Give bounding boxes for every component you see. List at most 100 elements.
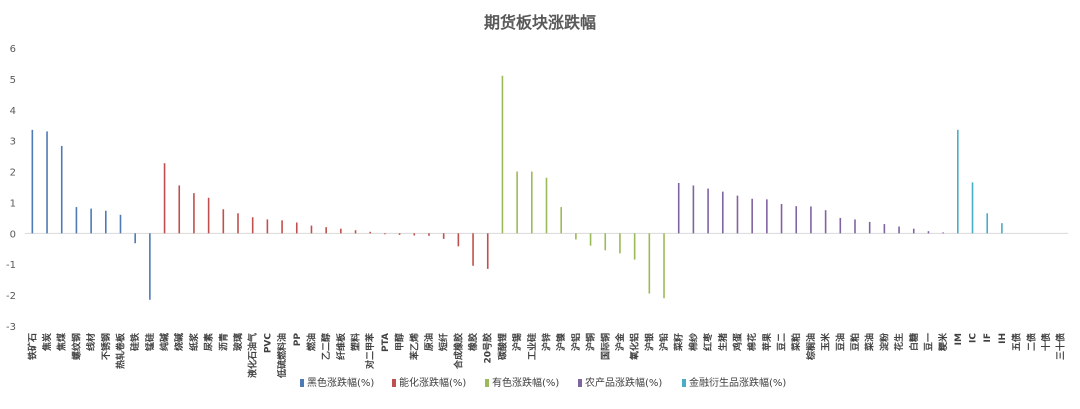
x-tick-label: IM — [954, 333, 964, 345]
bar-锰硅 — [149, 233, 151, 300]
x-tick-label: 锰硅 — [144, 333, 156, 351]
x-tick-label: 沪镍 — [555, 333, 567, 351]
bar-铁矿石 — [31, 129, 34, 234]
x-tick-label: 棕榈油 — [805, 333, 817, 361]
x-tick-label: 工业硅 — [526, 333, 538, 360]
y-tick-label: -2 — [6, 291, 16, 302]
bar-塑料 — [354, 230, 357, 234]
x-tick-label: 白糖 — [908, 333, 920, 351]
bar-焦炭 — [46, 131, 48, 234]
x-tick-label: PTA — [381, 333, 391, 352]
x-tick-label: 沪铅 — [658, 333, 670, 351]
legend-item: 能化涨跌幅(%) — [392, 376, 466, 389]
y-tick-label: 4 — [10, 106, 16, 117]
x-tick-label: 生猪 — [717, 333, 729, 351]
x-axis-labels: 铁矿石 焦炭 焦煤 螺纹钢 线材 不锈钢 热轧卷板 硅铁 锰硅 纯碱 烧碱 纸浆 尿素 沥青 玻璃 液化石油气… — [26, 332, 1066, 379]
x-tick-label: 纯碱 — [159, 333, 171, 351]
bar-IM — [957, 129, 959, 234]
x-tick-label: 棉纱 — [687, 333, 699, 351]
bar-橡胶 — [472, 233, 474, 266]
x-tick-label: 低硫燃料油 — [276, 333, 288, 379]
bar-玉米 — [824, 210, 827, 234]
y-tick-label: -3 — [6, 322, 16, 333]
bar-原油 — [428, 233, 430, 236]
legend-item: 黑色涨跌幅(%) — [300, 376, 374, 389]
bar-豆粕 — [854, 219, 856, 234]
x-tick-label: IH — [998, 333, 1008, 344]
bar-硅铁 — [134, 233, 136, 244]
legend-label: 农产品涨跌幅(%) — [585, 376, 662, 389]
bar-沪银 — [648, 233, 651, 294]
bar-苹果 — [766, 199, 768, 234]
legend-swatch — [392, 379, 396, 387]
x-tick-label: 燃油 — [305, 333, 317, 351]
x-tick-label: 沪锌 — [541, 333, 553, 351]
x-tick-label: 花生 — [893, 333, 905, 351]
legend-item: 农产品涨跌幅(%) — [578, 376, 662, 389]
x-tick-label: 三十债 — [1055, 333, 1067, 360]
x-tick-label: 十债 — [1040, 333, 1052, 351]
x-tick-label: 苯乙烯 — [408, 333, 420, 361]
x-tick-label: 沪锡 — [511, 333, 523, 351]
x-tick-label: 沪铝 — [570, 333, 582, 351]
x-tick-label: 塑料 — [350, 333, 362, 351]
bar-红枣 — [707, 188, 709, 234]
bar-螺纹钢 — [75, 207, 78, 234]
bar-IC — [971, 182, 974, 234]
legend-swatch — [578, 379, 582, 387]
bar-PTA — [384, 233, 386, 235]
legend-label: 能化涨跌幅(%) — [399, 376, 466, 389]
x-tick-label: 二债 — [1025, 333, 1037, 351]
x-tick-label: 菜油 — [864, 333, 876, 352]
x-tick-label: 苹果 — [761, 332, 773, 351]
bar-IH — [1001, 223, 1003, 234]
bar-沪铝 — [575, 233, 577, 240]
x-tick-label: 豆二 — [777, 333, 788, 351]
y-tick-label: -1 — [6, 260, 16, 271]
bar-生猪 — [721, 191, 724, 234]
legend-item: 金融衍生品涨跌幅(%) — [682, 376, 786, 389]
x-tick-label: 纸浆 — [188, 332, 200, 351]
bar-沪铅 — [663, 233, 665, 299]
bar-棕榈油 — [810, 206, 812, 234]
bar-纯碱 — [163, 163, 166, 234]
x-tick-label: 焦炭 — [41, 333, 53, 352]
bar-对二甲苯 — [369, 231, 372, 234]
y-tick-label: 3 — [10, 137, 16, 148]
bar-沪金 — [619, 233, 621, 254]
bar-纤维板 — [340, 228, 342, 234]
bar-沥青 — [222, 209, 225, 234]
x-tick-label: 豆粕 — [849, 333, 861, 351]
bar-棉花 — [751, 198, 753, 234]
x-tick-label: 对二甲苯 — [364, 332, 376, 369]
x-tick-label: 橡胶 — [467, 333, 479, 351]
bar-不锈钢 — [104, 210, 107, 234]
x-tick-label: 热轧卷板 — [114, 332, 126, 369]
x-tick-label: 纤维板 — [335, 332, 347, 360]
bar-燃油 — [310, 225, 313, 234]
x-tick-label: 铁矿石 — [26, 333, 38, 360]
bar-粳米 — [942, 232, 944, 234]
x-tick-label: 短纤 — [438, 333, 450, 351]
bar-液化石油气 — [251, 217, 254, 234]
x-tick-label: 豆一 — [923, 333, 934, 351]
x-tick-label: 菜籽 — [673, 333, 685, 352]
legend-label: 有色涨跌幅(%) — [492, 376, 559, 389]
bar-纸浆 — [193, 193, 195, 234]
bar-工业硅 — [531, 171, 533, 234]
bar-PP — [295, 222, 298, 234]
bar-线材 — [90, 208, 92, 234]
chart-title: 期货板块涨跌幅 — [484, 13, 596, 32]
legend-label: 金融衍生品涨跌幅(%) — [689, 376, 786, 389]
x-tick-label: 鸡蛋 — [731, 333, 743, 352]
bar-菜籽 — [677, 182, 680, 234]
bar-花生 — [898, 226, 900, 234]
x-tick-label: 碳酸锂 — [496, 333, 508, 360]
bar-国际铜 — [604, 233, 607, 251]
bar-IF — [986, 213, 989, 234]
bar-甲醇 — [398, 233, 401, 235]
x-tick-label: IF — [983, 333, 993, 343]
x-tick-label: 沪铜 — [585, 333, 597, 351]
